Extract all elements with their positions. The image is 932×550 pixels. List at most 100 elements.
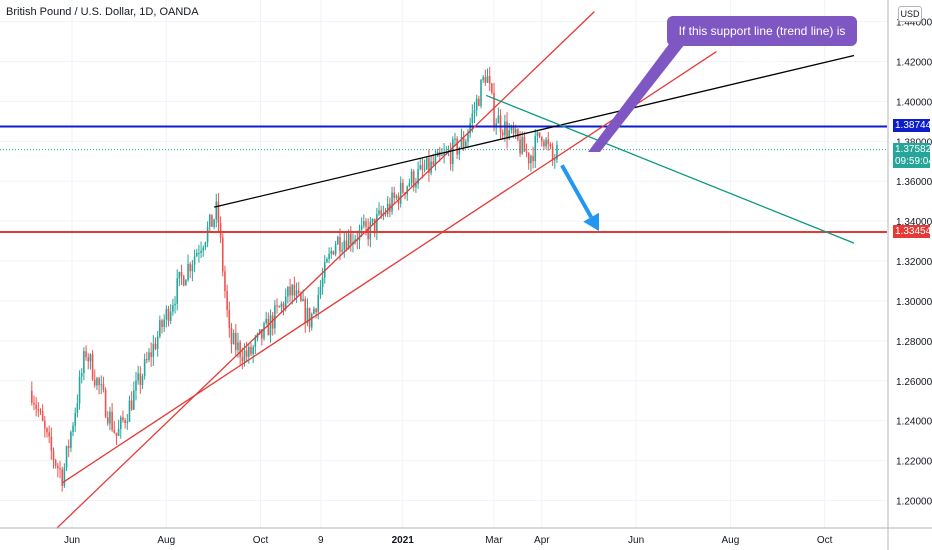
candle-body-201 — [467, 133, 469, 142]
candle-body-69 — [180, 271, 183, 277]
candle-body-42 — [122, 417, 124, 421]
candle-body-132 — [317, 295, 320, 313]
candle-body-198 — [460, 137, 463, 148]
candle-body-212 — [491, 83, 493, 93]
candle-body-96 — [239, 342, 241, 357]
candle-body-67 — [176, 278, 179, 304]
candle-body-54 — [148, 352, 150, 361]
candle-body-107 — [263, 323, 265, 339]
candle-body-158 — [373, 218, 376, 232]
candle-body-147 — [350, 233, 352, 245]
candle-body-134 — [321, 277, 324, 288]
candle-body-23 — [80, 373, 83, 377]
candle-body-99 — [245, 350, 248, 357]
candle-body-37 — [111, 411, 113, 430]
candle-body-100 — [248, 346, 250, 357]
candle-body-166 — [391, 192, 393, 212]
candle-body-63 — [167, 308, 170, 322]
candle-body-174 — [408, 183, 411, 187]
currency-label[interactable]: USD — [898, 6, 922, 22]
price-axis[interactable]: 1.20000 1.22000 1.24000 1.26000 1.28000 1.300… — [887, 0, 932, 550]
candle-body-136 — [326, 259, 328, 263]
candle-body-118 — [287, 286, 289, 297]
candle-body-116 — [282, 303, 285, 309]
candle-body-14 — [61, 469, 63, 487]
candle-body-221 — [510, 126, 513, 131]
price-tick-3: 1.26000 — [896, 377, 932, 388]
candle-body-230 — [530, 155, 532, 164]
price-tick-8: 1.36000 — [896, 177, 932, 188]
candle-body-206 — [478, 98, 480, 106]
candle-body-81 — [206, 226, 209, 243]
candle-body-88 — [221, 237, 224, 272]
candle-body-8 — [48, 432, 50, 437]
candle-body-193 — [449, 151, 452, 164]
time-tick-2: Oct — [253, 535, 269, 546]
time-tick-1: Aug — [157, 535, 175, 546]
candle-body-17 — [67, 446, 70, 448]
candle-body-52 — [143, 359, 146, 377]
price-tick-0: 1.20000 — [896, 497, 932, 508]
candle-body-74 — [191, 264, 194, 272]
candle-body-163 — [384, 213, 387, 215]
arrow-shaft-0 — [560, 164, 593, 219]
candle-body-82 — [208, 214, 211, 227]
candle-body-139 — [332, 251, 335, 255]
candle-body-164 — [386, 203, 389, 215]
candle-body-195 — [454, 138, 456, 140]
candle-body-138 — [330, 251, 333, 254]
candle-body-167 — [393, 192, 396, 198]
candle-body-225 — [519, 139, 521, 154]
candle-body-22 — [78, 376, 81, 404]
candle-body-62 — [165, 308, 168, 320]
candle-body-16 — [65, 446, 68, 468]
arrow-head-0 — [583, 212, 600, 232]
time-tick-7: Jun — [628, 535, 644, 546]
candle-body-211 — [488, 76, 491, 84]
price-tick-12: 1.44000 — [896, 18, 932, 29]
candle-body-7 — [46, 428, 48, 433]
candle-body-142 — [339, 236, 341, 252]
time-axis[interactable]: Jun Aug Oct 9 2021 Mar Apr Jun Aug Oct — [0, 527, 932, 546]
chart-grid — [0, 0, 887, 528]
candle-body-93 — [232, 332, 235, 344]
candle-body-1 — [33, 402, 35, 405]
candle-body-48 — [135, 380, 137, 391]
candle-body-222 — [512, 126, 515, 134]
candle-body-161 — [380, 210, 382, 216]
candle-body-182 — [425, 157, 428, 170]
candlestick-series — [31, 66, 558, 492]
price-tick-10: 1.40000 — [896, 97, 932, 108]
candle-body-153 — [363, 221, 365, 226]
candle-body-33 — [102, 384, 105, 390]
countdown-label: 09:59:04 — [893, 154, 932, 168]
candle-body-72 — [187, 263, 189, 280]
candle-body-46 — [130, 400, 133, 410]
callout-box[interactable]: If this support line (trend line) is bro… — [667, 16, 857, 68]
candle-body-128 — [308, 307, 311, 328]
candle-body-106 — [261, 329, 263, 339]
candle-body-176 — [412, 171, 415, 188]
candle-body-156 — [369, 221, 372, 240]
candle-body-124 — [300, 292, 302, 301]
candle-body-41 — [119, 417, 122, 429]
candle-body-186 — [434, 156, 437, 165]
candle-body-217 — [501, 132, 504, 136]
candle-body-238 — [547, 139, 550, 145]
candle-body-85 — [215, 201, 218, 220]
candle-body-18 — [70, 432, 72, 448]
candle-body-77 — [198, 252, 200, 254]
time-tick-6: Apr — [534, 535, 550, 546]
candle-body-44 — [126, 421, 129, 423]
candle-body-31 — [98, 378, 100, 386]
candle-body-108 — [265, 318, 267, 324]
candle-body-240 — [551, 146, 554, 161]
candle-body-179 — [419, 165, 422, 170]
candle-body-65 — [172, 305, 174, 312]
candle-body-160 — [378, 210, 380, 215]
candle-body-20 — [74, 412, 77, 426]
candle-body-120 — [291, 284, 294, 296]
candle-body-208 — [482, 77, 484, 81]
candle-body-109 — [267, 318, 270, 336]
